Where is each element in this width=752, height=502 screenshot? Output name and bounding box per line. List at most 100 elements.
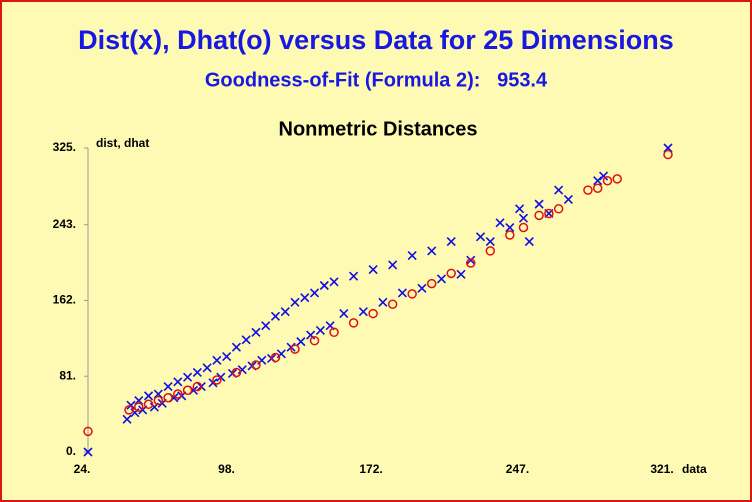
dhat-point — [309, 335, 320, 346]
dist-point — [339, 308, 349, 319]
dhat-point — [134, 402, 144, 412]
dhat-point — [663, 149, 673, 160]
dist-point — [270, 311, 281, 321]
dist-point — [446, 236, 456, 247]
x-axis-label: data — [682, 462, 707, 476]
dhat-point — [583, 185, 593, 195]
plot-title: Nonmetric Distances — [279, 118, 478, 140]
y-tick-label: 162. — [53, 293, 76, 307]
dist-point — [261, 321, 271, 331]
y-axis-label: dist, dhat — [96, 136, 149, 150]
dist-point — [397, 288, 407, 298]
chart-subtitle: Goodness-of-Fit (Formula 2): 953.4 — [205, 69, 548, 91]
y-tick-label: 0. — [66, 444, 76, 458]
dist-point — [130, 408, 140, 418]
chart-title: Dist(x), Dhat(o) versus Data for 25 Dime… — [78, 25, 674, 55]
dist-point — [598, 171, 609, 181]
dist-point — [216, 372, 226, 382]
dhat-point — [602, 175, 613, 186]
x-tick-label: 321. — [650, 462, 673, 476]
dhat-point — [124, 405, 134, 415]
x-tick-label: 98. — [218, 462, 235, 476]
dist-point — [518, 213, 529, 223]
dist-point — [222, 352, 232, 362]
y-tick-label: 325. — [53, 140, 76, 154]
dist-point — [231, 342, 241, 352]
dist-point — [378, 297, 388, 307]
x-tick-label: 24. — [74, 462, 91, 476]
dist-point — [83, 447, 93, 457]
dhat-point — [83, 426, 93, 437]
dhat-point — [153, 395, 164, 406]
dist-point — [505, 222, 515, 233]
y-tick-label: 243. — [53, 217, 76, 231]
dhat-point — [612, 174, 622, 184]
dist-point — [173, 377, 183, 387]
dist-point — [436, 274, 447, 284]
dist-point — [554, 185, 564, 195]
dist-point — [319, 280, 329, 291]
dist-point — [183, 372, 193, 382]
dhat-point — [290, 344, 300, 354]
dist-point — [534, 199, 544, 209]
dist-point — [495, 218, 505, 228]
dist-point — [290, 297, 300, 307]
dist-point — [306, 330, 316, 340]
dist-point — [563, 194, 573, 205]
dhat-point — [407, 289, 417, 299]
dist-point — [407, 251, 417, 261]
dist-point — [593, 176, 603, 186]
dist-point — [524, 236, 534, 247]
dist-point — [241, 335, 251, 345]
dist-point — [358, 307, 368, 317]
dist-point — [163, 381, 173, 392]
dist-point — [296, 337, 306, 347]
dist-point — [202, 363, 212, 373]
dhat-point — [270, 352, 281, 363]
dist-point — [485, 236, 495, 247]
dhat-point — [182, 385, 193, 396]
dist-point — [309, 288, 320, 298]
dist-point — [300, 293, 310, 303]
dhat-point — [348, 318, 359, 328]
dhat-point — [426, 278, 437, 289]
x-tick-label: 247. — [506, 462, 529, 476]
dist-point — [143, 391, 154, 401]
dist-point — [427, 246, 437, 256]
dist-point — [122, 414, 132, 424]
dist-point — [456, 269, 466, 279]
dist-point — [349, 271, 359, 281]
dhat-point — [192, 381, 203, 392]
dist-point — [368, 265, 378, 275]
dist-point — [280, 307, 290, 317]
dhat-point — [592, 183, 603, 193]
dist-point — [192, 367, 202, 378]
dhat-point — [505, 230, 515, 240]
dhat-point — [466, 258, 476, 268]
y-tick-label: 81. — [59, 368, 76, 382]
dhat-point — [329, 327, 339, 338]
dhat-point — [553, 204, 564, 214]
dhat-point — [251, 360, 261, 370]
dhat-point — [544, 208, 554, 219]
dist-point — [208, 378, 218, 388]
dist-point — [126, 400, 136, 410]
x-tick-label: 172. — [359, 462, 382, 476]
dist-point — [329, 277, 339, 287]
dhat-point — [173, 389, 183, 399]
dist-point — [466, 255, 476, 265]
dhat-point — [231, 367, 242, 378]
dhat-point — [446, 268, 456, 279]
dhat-point — [534, 210, 544, 221]
dist-point — [417, 283, 427, 293]
dist-point — [475, 232, 486, 242]
dist-point — [315, 325, 325, 335]
dhat-point — [387, 299, 398, 309]
dhat-point — [212, 375, 222, 385]
dist-point — [212, 355, 222, 365]
dist-point — [515, 204, 525, 214]
dist-point — [388, 260, 398, 270]
dhat-point — [368, 308, 378, 319]
